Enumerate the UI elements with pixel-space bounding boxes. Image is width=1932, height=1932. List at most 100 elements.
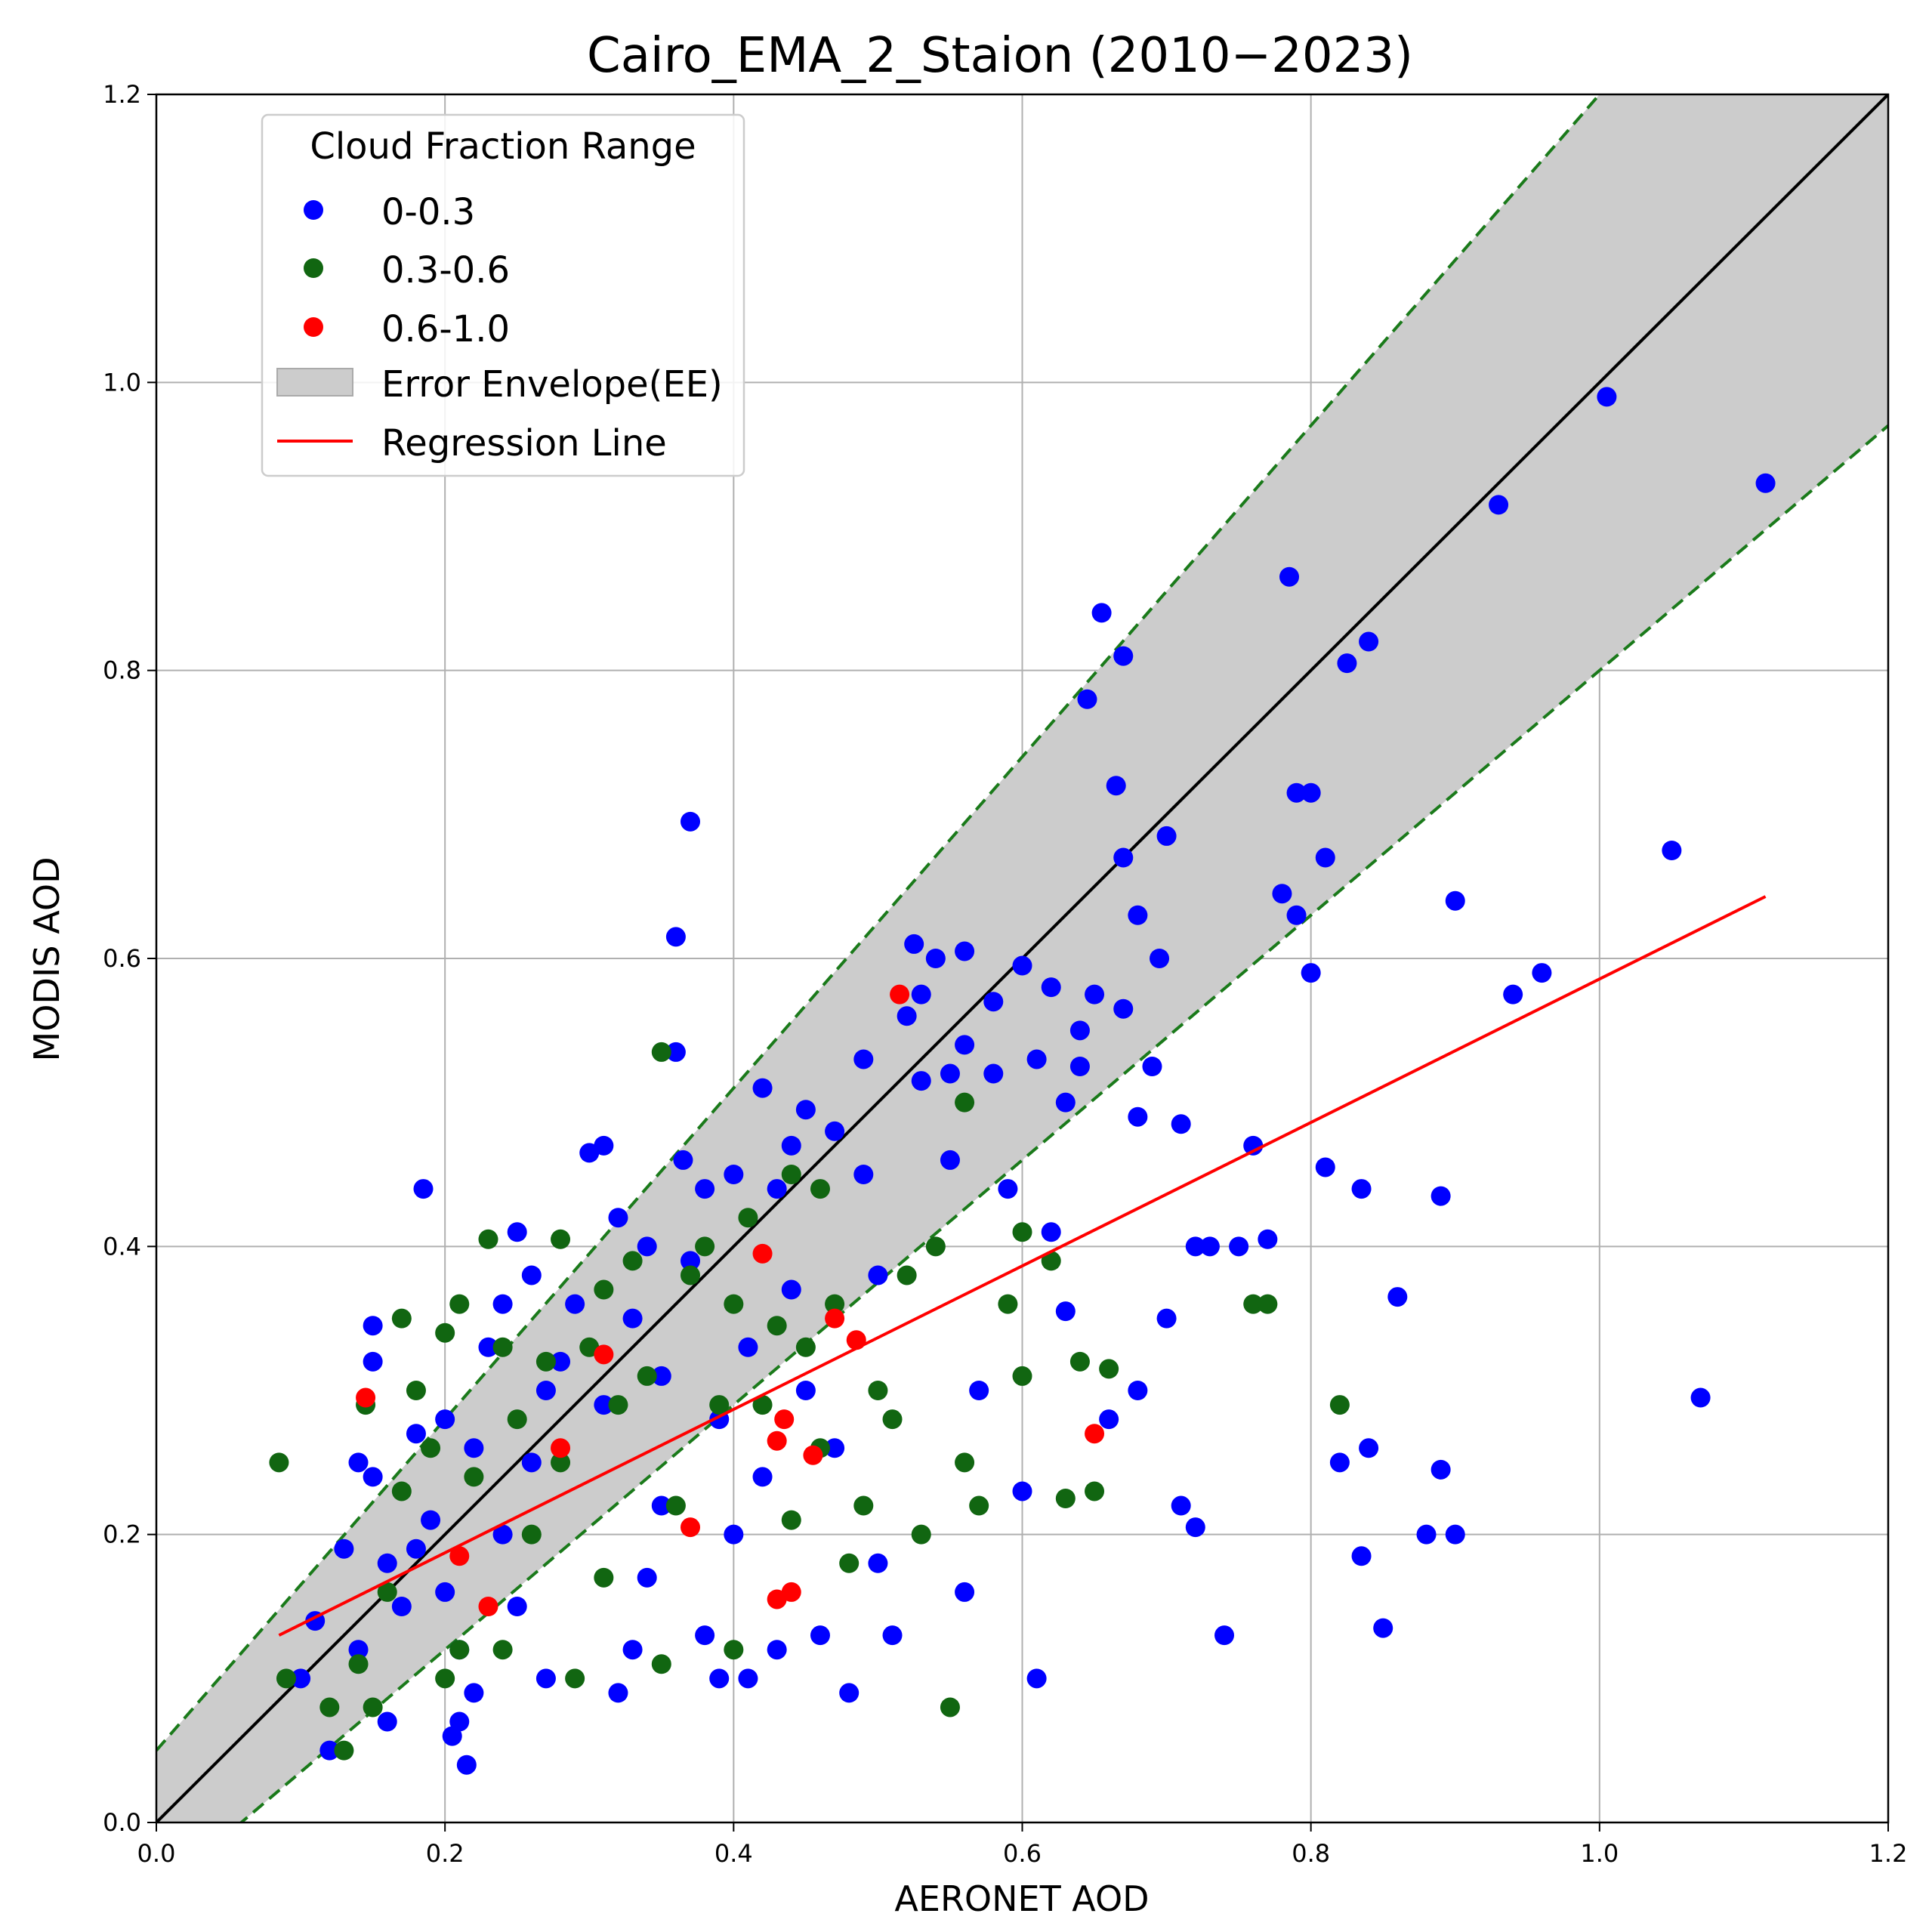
data-point [774, 1409, 795, 1430]
data-point [1171, 1114, 1191, 1134]
chart-title: Cairo_EMA_2_Staion (2010−2023) [587, 28, 1413, 84]
data-point [456, 1755, 477, 1775]
data-point [291, 1668, 311, 1689]
data-point [391, 1308, 412, 1329]
data-point [565, 1668, 585, 1689]
data-point [1503, 984, 1523, 1005]
data-point [940, 1697, 960, 1718]
y-tick-label: 0.8 [103, 656, 141, 685]
data-point [853, 1049, 874, 1069]
data-point [1085, 1424, 1105, 1444]
data-point [406, 1381, 426, 1400]
data-point [1272, 884, 1292, 904]
data-point [839, 1553, 860, 1573]
data-point [955, 1035, 975, 1055]
data-point [724, 1640, 744, 1660]
x-tick-label: 1.0 [1580, 1839, 1619, 1868]
data-point [1113, 998, 1134, 1019]
data-point [1106, 776, 1126, 796]
data-point [1329, 1395, 1350, 1415]
data-point [406, 1539, 426, 1559]
y-tick-label: 0.4 [103, 1232, 141, 1261]
data-point [551, 1229, 571, 1249]
data-point [882, 1409, 903, 1430]
x-axis-ticks: 0.0 0.2 0.4 0.6 0.8 1.0 1.2 [137, 1822, 1907, 1868]
data-point [795, 1100, 816, 1120]
data-point [1351, 1179, 1372, 1199]
data-point [853, 1165, 874, 1184]
data-point [810, 1179, 830, 1199]
data-point [1150, 949, 1170, 968]
data-point [1185, 1517, 1205, 1538]
data-point [269, 1452, 289, 1473]
y-tick-label: 1.0 [103, 368, 141, 397]
legend: Cloud Fraction Range 0-0.3 0.3-0.6 0.6-1… [261, 113, 745, 477]
data-point [651, 1495, 671, 1516]
data-point [1359, 1438, 1379, 1458]
data-point [1532, 963, 1552, 983]
data-point [478, 1229, 498, 1249]
data-point [1069, 1020, 1090, 1041]
data-point [413, 1179, 434, 1199]
data-point [1026, 1668, 1047, 1689]
data-point [1329, 1452, 1350, 1473]
data-point [507, 1597, 527, 1616]
data-point [839, 1683, 860, 1703]
data-point [998, 1294, 1018, 1314]
data-point [1085, 1481, 1105, 1501]
data-point [1445, 890, 1465, 911]
data-point [1416, 1524, 1437, 1545]
data-point [1430, 1459, 1451, 1480]
data-point [348, 1640, 369, 1660]
data-point [608, 1208, 628, 1228]
data-point [521, 1452, 542, 1473]
data-points [269, 387, 1776, 1775]
data-point [1156, 826, 1177, 846]
data-point [363, 1467, 383, 1487]
data-point [955, 1582, 975, 1602]
data-point [1113, 847, 1134, 868]
y-tick-label: 0.0 [103, 1808, 141, 1837]
data-point [969, 1381, 989, 1400]
data-point [709, 1668, 730, 1689]
data-point [319, 1740, 340, 1761]
data-point [637, 1236, 657, 1257]
data-point [622, 1251, 643, 1271]
data-point [983, 992, 1004, 1012]
data-point [781, 1135, 801, 1156]
data-point [665, 927, 686, 947]
data-point [1055, 1301, 1076, 1322]
data-point [1351, 1546, 1372, 1566]
data-point [868, 1381, 888, 1400]
data-point [1690, 1387, 1711, 1408]
data-point [897, 1265, 917, 1285]
data-point [1128, 1106, 1148, 1127]
data-point [1128, 1381, 1148, 1400]
x-tick-label: 0.8 [1292, 1839, 1330, 1868]
data-point [890, 984, 910, 1005]
data-point [911, 984, 931, 1005]
data-point [738, 1668, 758, 1689]
data-point [1286, 782, 1307, 803]
data-point [681, 1517, 701, 1538]
data-point [608, 1395, 628, 1415]
series-0.6-1.0 [356, 984, 1105, 1616]
data-point [1315, 847, 1335, 868]
data-point [795, 1381, 816, 1400]
data-point [1243, 1135, 1264, 1156]
x-tick-label: 0.4 [714, 1839, 753, 1868]
data-point [810, 1625, 830, 1646]
data-point [1243, 1294, 1264, 1314]
data-point [449, 1294, 470, 1314]
data-point [565, 1294, 585, 1314]
data-point [1199, 1236, 1220, 1257]
data-point [882, 1625, 903, 1646]
data-point [781, 1279, 801, 1300]
data-point [1597, 387, 1617, 407]
data-point [492, 1640, 513, 1660]
data-point [868, 1265, 888, 1285]
data-point [1430, 1186, 1451, 1206]
legend-title: Cloud Fraction Range [310, 125, 696, 168]
legend-box [261, 113, 745, 477]
